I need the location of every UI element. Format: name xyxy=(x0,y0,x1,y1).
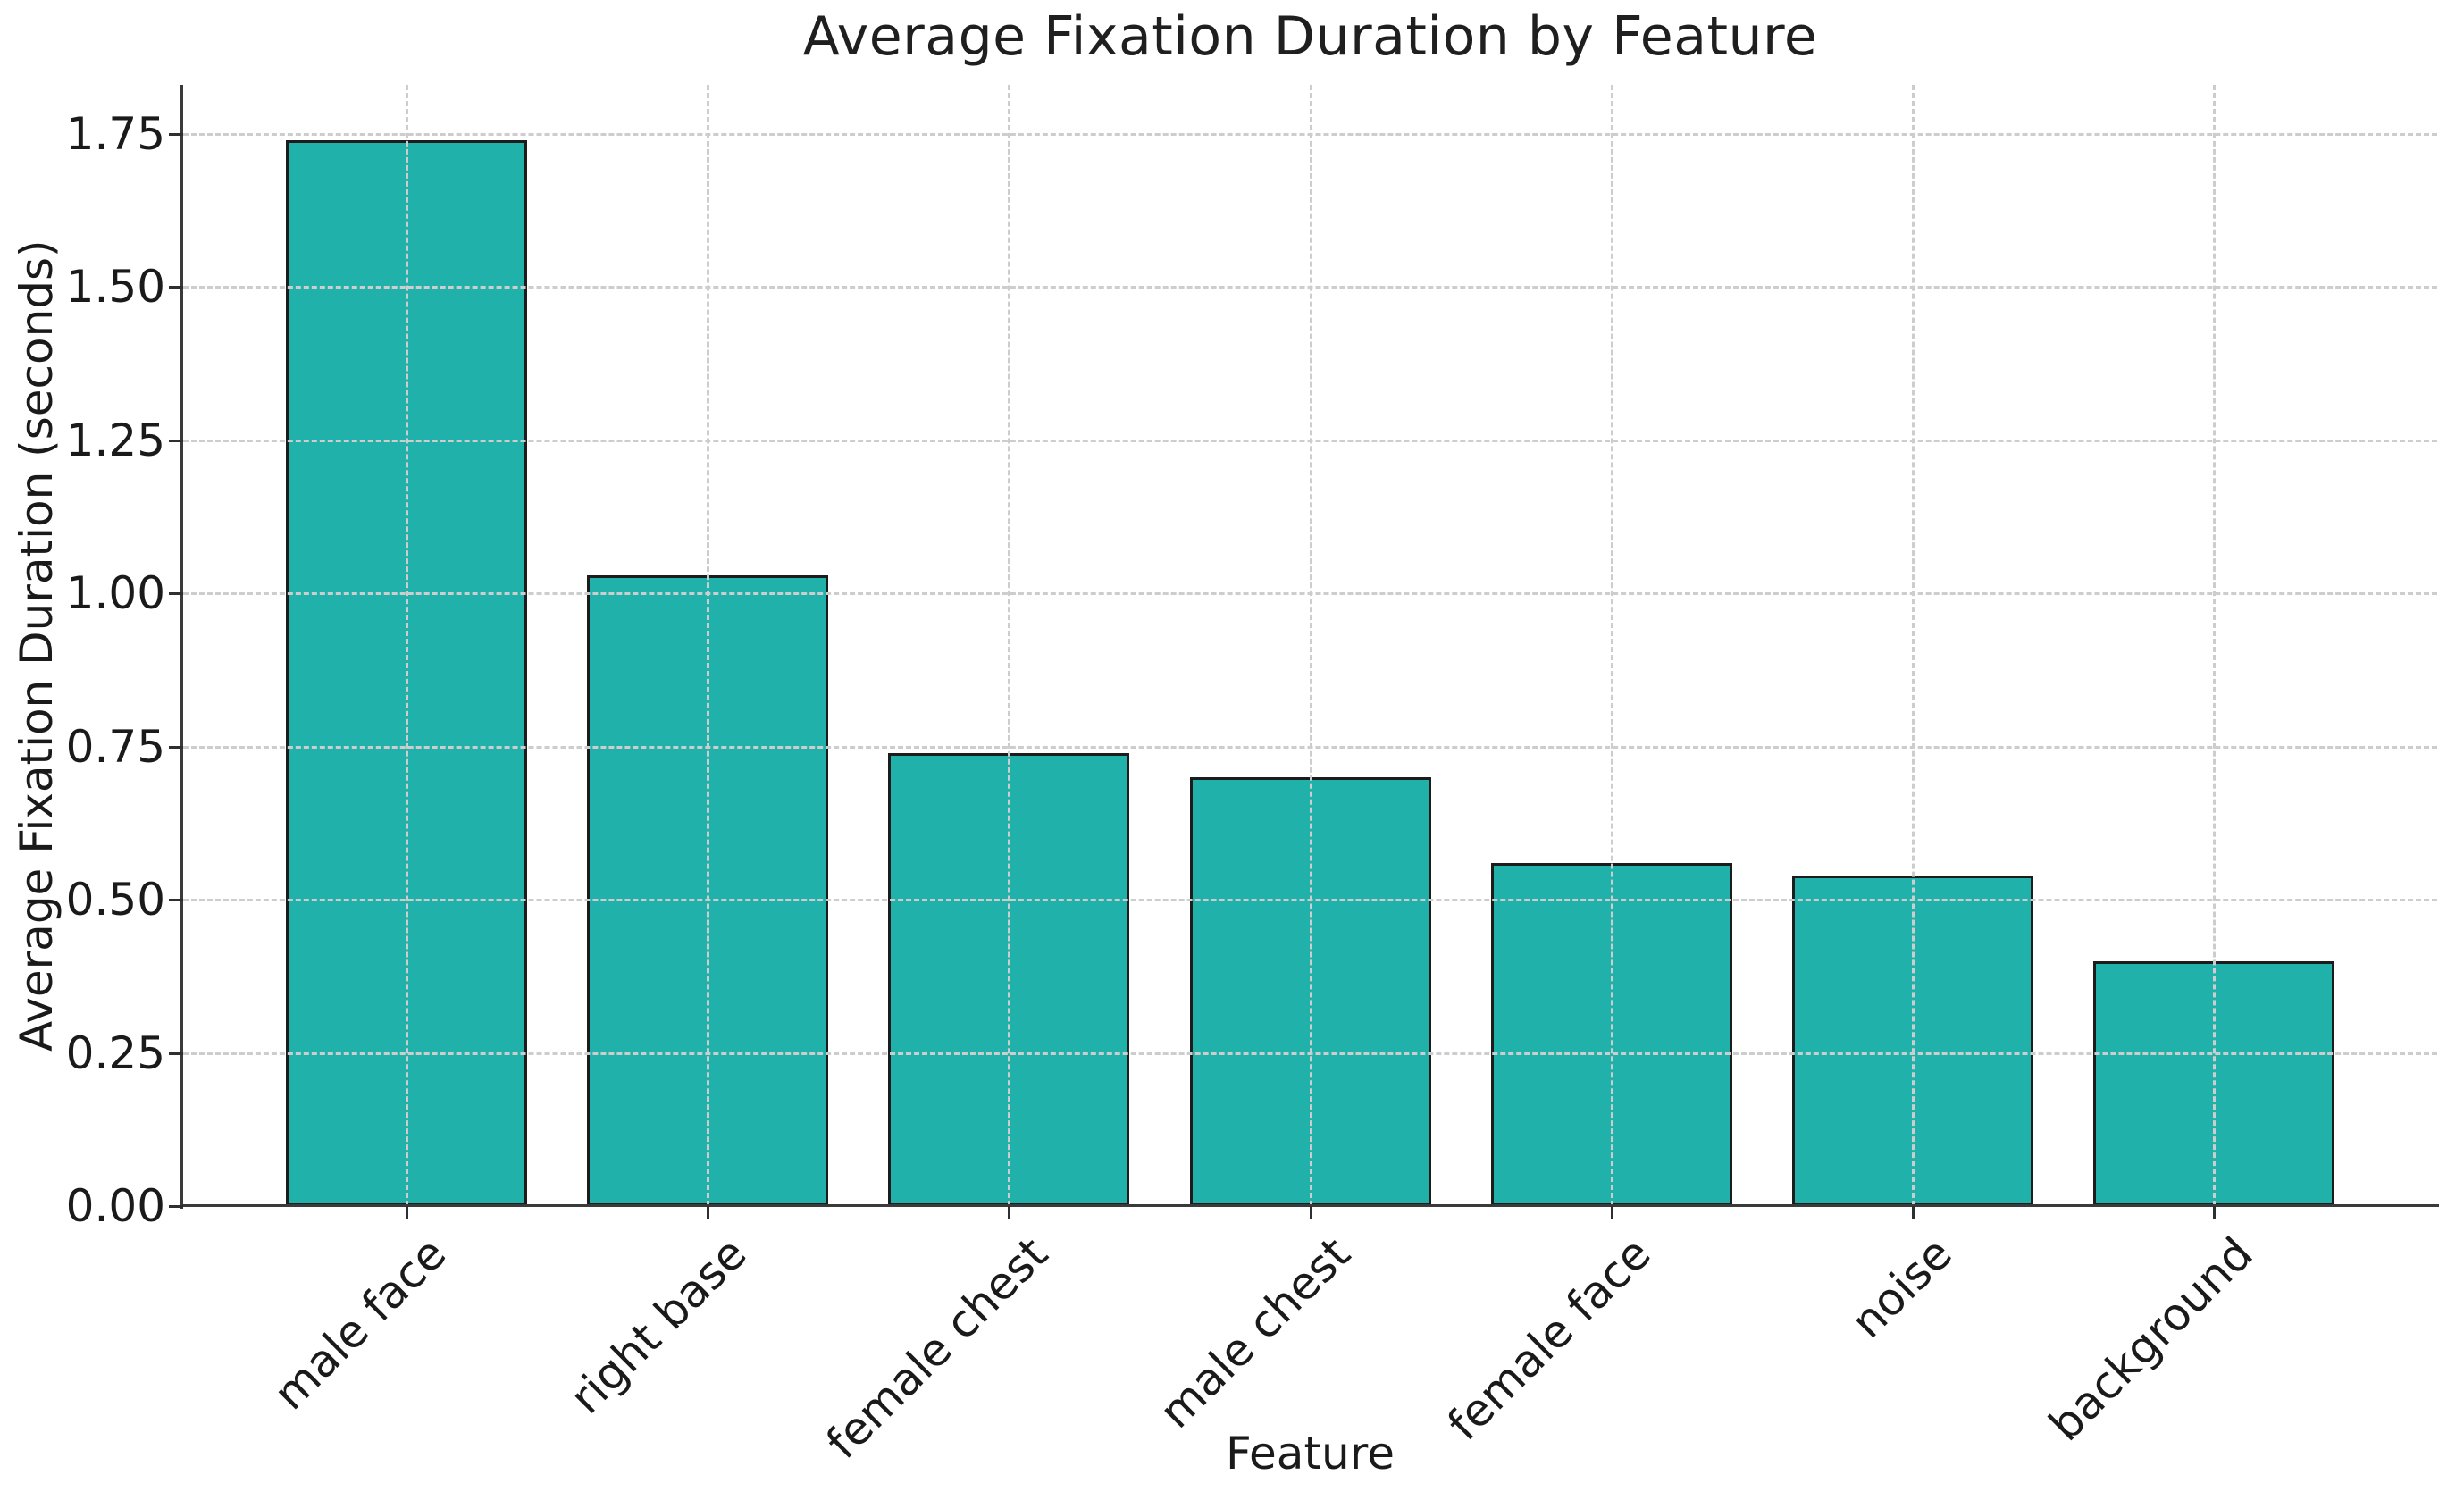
x-tick-label-female-face: female face xyxy=(1437,1228,1662,1451)
x-axis-label: Feature xyxy=(1226,1428,1395,1479)
x-tick-mark xyxy=(1912,1206,1915,1219)
x-tick-label-male-face: male face xyxy=(263,1228,457,1420)
y-tick-mark xyxy=(169,1052,183,1055)
y-tick-mark xyxy=(169,440,183,442)
x-tick-mark xyxy=(707,1206,709,1219)
x-axis-spine xyxy=(180,1204,2439,1207)
y-tick-label: 0.00 xyxy=(65,1180,165,1232)
x-tick-mark xyxy=(1310,1206,1312,1219)
y-tick-mark xyxy=(169,133,183,136)
chart-title: Average Fixation Duration by Feature xyxy=(802,5,1818,68)
y-tick-label: 1.75 xyxy=(65,108,165,160)
x-gridline xyxy=(1611,85,1613,1206)
y-tick-label: 0.75 xyxy=(65,721,165,773)
x-tick-mark xyxy=(2213,1206,2216,1219)
x-tick-mark xyxy=(1008,1206,1010,1219)
x-gridline xyxy=(707,85,709,1206)
x-tick-mark xyxy=(1611,1206,1613,1219)
x-tick-label-background: background xyxy=(2039,1228,2264,1452)
y-axis-label: Average Fixation Duration (seconds) xyxy=(11,239,63,1052)
y-tick-mark xyxy=(169,746,183,749)
x-tick-mark xyxy=(406,1206,408,1219)
x-gridline xyxy=(1008,85,1010,1206)
x-tick-label-male-chest: male chest xyxy=(1149,1228,1361,1438)
x-tick-label-noise: noise xyxy=(1840,1228,1963,1349)
x-tick-label-right-base: right base xyxy=(560,1228,758,1424)
y-tick-mark xyxy=(169,899,183,901)
y-tick-mark xyxy=(169,286,183,289)
x-gridline xyxy=(406,85,408,1206)
y-tick-label: 1.50 xyxy=(65,261,165,313)
y-axis-spine xyxy=(180,85,183,1209)
y-tick-label: 0.25 xyxy=(65,1027,165,1079)
y-tick-label: 1.25 xyxy=(65,415,165,466)
y-tick-label: 1.00 xyxy=(65,567,165,619)
y-tick-label: 0.50 xyxy=(65,874,165,926)
y-tick-mark xyxy=(169,1205,183,1208)
x-gridline xyxy=(2213,85,2216,1206)
y-tick-mark xyxy=(169,592,183,595)
x-gridline xyxy=(1310,85,1312,1206)
x-gridline xyxy=(1912,85,1915,1206)
